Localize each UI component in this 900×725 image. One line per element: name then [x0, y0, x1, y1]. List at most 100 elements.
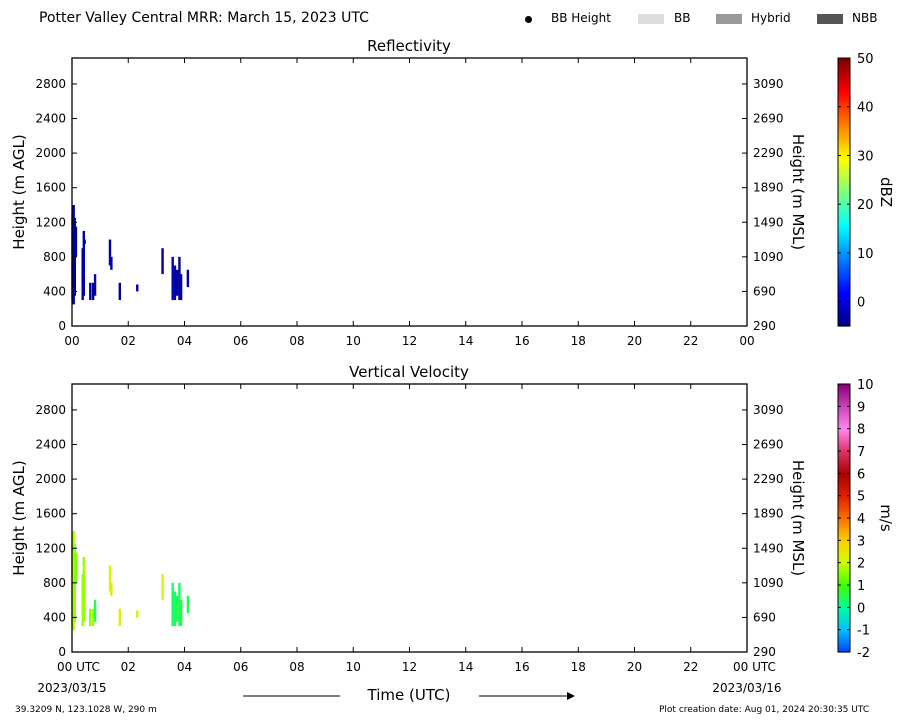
x-tick-label: 14 [458, 334, 473, 348]
data-segment [89, 282, 92, 301]
colorbar-band [838, 493, 850, 497]
colorbar-band [838, 392, 850, 396]
y2-tick-label: 1090 [753, 250, 784, 264]
data-segment [175, 595, 179, 622]
data-segment [173, 591, 177, 627]
x-tick-label: 10 [346, 334, 361, 348]
colorbar-band [838, 60, 850, 64]
colorbar-band [838, 89, 850, 93]
colorbar-frame [837, 57, 851, 327]
colorbar-band [838, 540, 850, 544]
colorbar-title: dBZ [877, 177, 895, 207]
colorbar-band [838, 455, 850, 459]
colorbar-band [838, 448, 850, 452]
colorbar-band [838, 158, 850, 162]
reflectivity-title: Reflectivity [367, 37, 451, 55]
colorbar-band [838, 457, 850, 461]
colorbar-band [838, 567, 850, 570]
colorbar-band [838, 312, 850, 316]
y-tick-label: 1200 [35, 215, 66, 229]
colorbar-tick-label: 5 [857, 490, 865, 505]
colorbar-band [838, 495, 850, 499]
colorbar-band [838, 185, 850, 189]
colorbar-band [838, 229, 850, 233]
colorbar-band [838, 212, 850, 215]
colorbar-band [838, 538, 850, 541]
legend-hybrid-swatch [716, 14, 742, 24]
colorbar-tick-label: 30 [857, 149, 874, 164]
colorbar-band [838, 107, 850, 110]
data-segment [93, 600, 97, 622]
colorbar-band [838, 388, 850, 392]
colorbar-band [838, 283, 850, 287]
y2-tick-label: 2690 [753, 112, 784, 126]
data-segment [136, 610, 139, 618]
colorbar-band [838, 84, 850, 88]
colorbar-tick-label: 9 [857, 400, 865, 415]
colorbar-band [838, 390, 850, 394]
colorbar-band [838, 189, 850, 193]
colorbar-band [838, 399, 850, 403]
y-tick-label: 2000 [35, 472, 66, 486]
colorbar-band [838, 225, 850, 229]
data-segment [171, 582, 174, 627]
colorbar-band [838, 207, 850, 211]
legend-label-hybrid: Hybrid [751, 11, 791, 25]
colorbar-band [838, 547, 850, 550]
colorbar-band [838, 183, 850, 186]
colorbar-band [838, 118, 850, 122]
colorbar-tick-label: 0 [857, 296, 865, 311]
colorbar-band [838, 504, 850, 508]
colorbar-band [838, 614, 850, 617]
colorbar-band [838, 564, 850, 568]
colorbar-band [838, 265, 850, 269]
colorbar-band [838, 560, 850, 564]
y2-tick-label: 1890 [753, 507, 784, 521]
colorbar-band [838, 209, 850, 213]
data-segment [186, 269, 190, 288]
data-segment [91, 608, 95, 627]
colorbar-band [838, 272, 850, 276]
colorbar-band [838, 544, 850, 548]
colorbar-band [838, 192, 850, 195]
colorbar-band [838, 482, 850, 486]
colorbar-band [838, 444, 850, 448]
colorbar-band [838, 551, 850, 555]
y-tick-label: 2000 [35, 146, 66, 160]
colorbar-band [838, 486, 850, 490]
colorbar-band [838, 430, 850, 434]
data-segment [178, 256, 181, 301]
colorbar-band [838, 221, 850, 224]
colorbar-band [838, 520, 850, 524]
colorbar-tick-label: 6 [857, 467, 865, 482]
colorbar-band [838, 69, 850, 72]
colorbar-band [838, 64, 850, 68]
colorbar-band [838, 281, 850, 285]
colorbar-band [838, 585, 850, 588]
colorbar-band [838, 488, 850, 492]
x-tick-label: 22 [683, 660, 698, 674]
colorbar-tick-label: 2 [857, 557, 865, 572]
colorbar-band [838, 401, 850, 405]
vertical-velocity-panel: 00 UTC 02 04 06 08 10 12 14 16 18 20 22 00 UTC2023/0… [10, 378, 895, 695]
colorbar-band [838, 156, 850, 160]
colorbar-band [838, 591, 850, 595]
legend-label-nbb: NBB [852, 11, 878, 25]
data-segment [136, 284, 139, 292]
data-segment [108, 239, 112, 266]
colorbar-band [838, 580, 850, 584]
y-tick-label: 400 [43, 284, 66, 298]
colorbar-band [838, 276, 850, 280]
colorbar-tick-label: 40 [857, 101, 874, 116]
colorbar-band [838, 419, 850, 423]
colorbar-band [838, 80, 850, 84]
data-segment [175, 269, 179, 296]
colorbar-band [838, 203, 850, 206]
colorbar-band [838, 605, 850, 608]
colorbar-band [838, 611, 850, 615]
colorbar-tick-label: 3 [857, 534, 865, 549]
colorbar-band [838, 500, 850, 503]
colorbar-tick-label: 20 [857, 198, 874, 213]
legend-bb-height-marker [525, 16, 532, 23]
